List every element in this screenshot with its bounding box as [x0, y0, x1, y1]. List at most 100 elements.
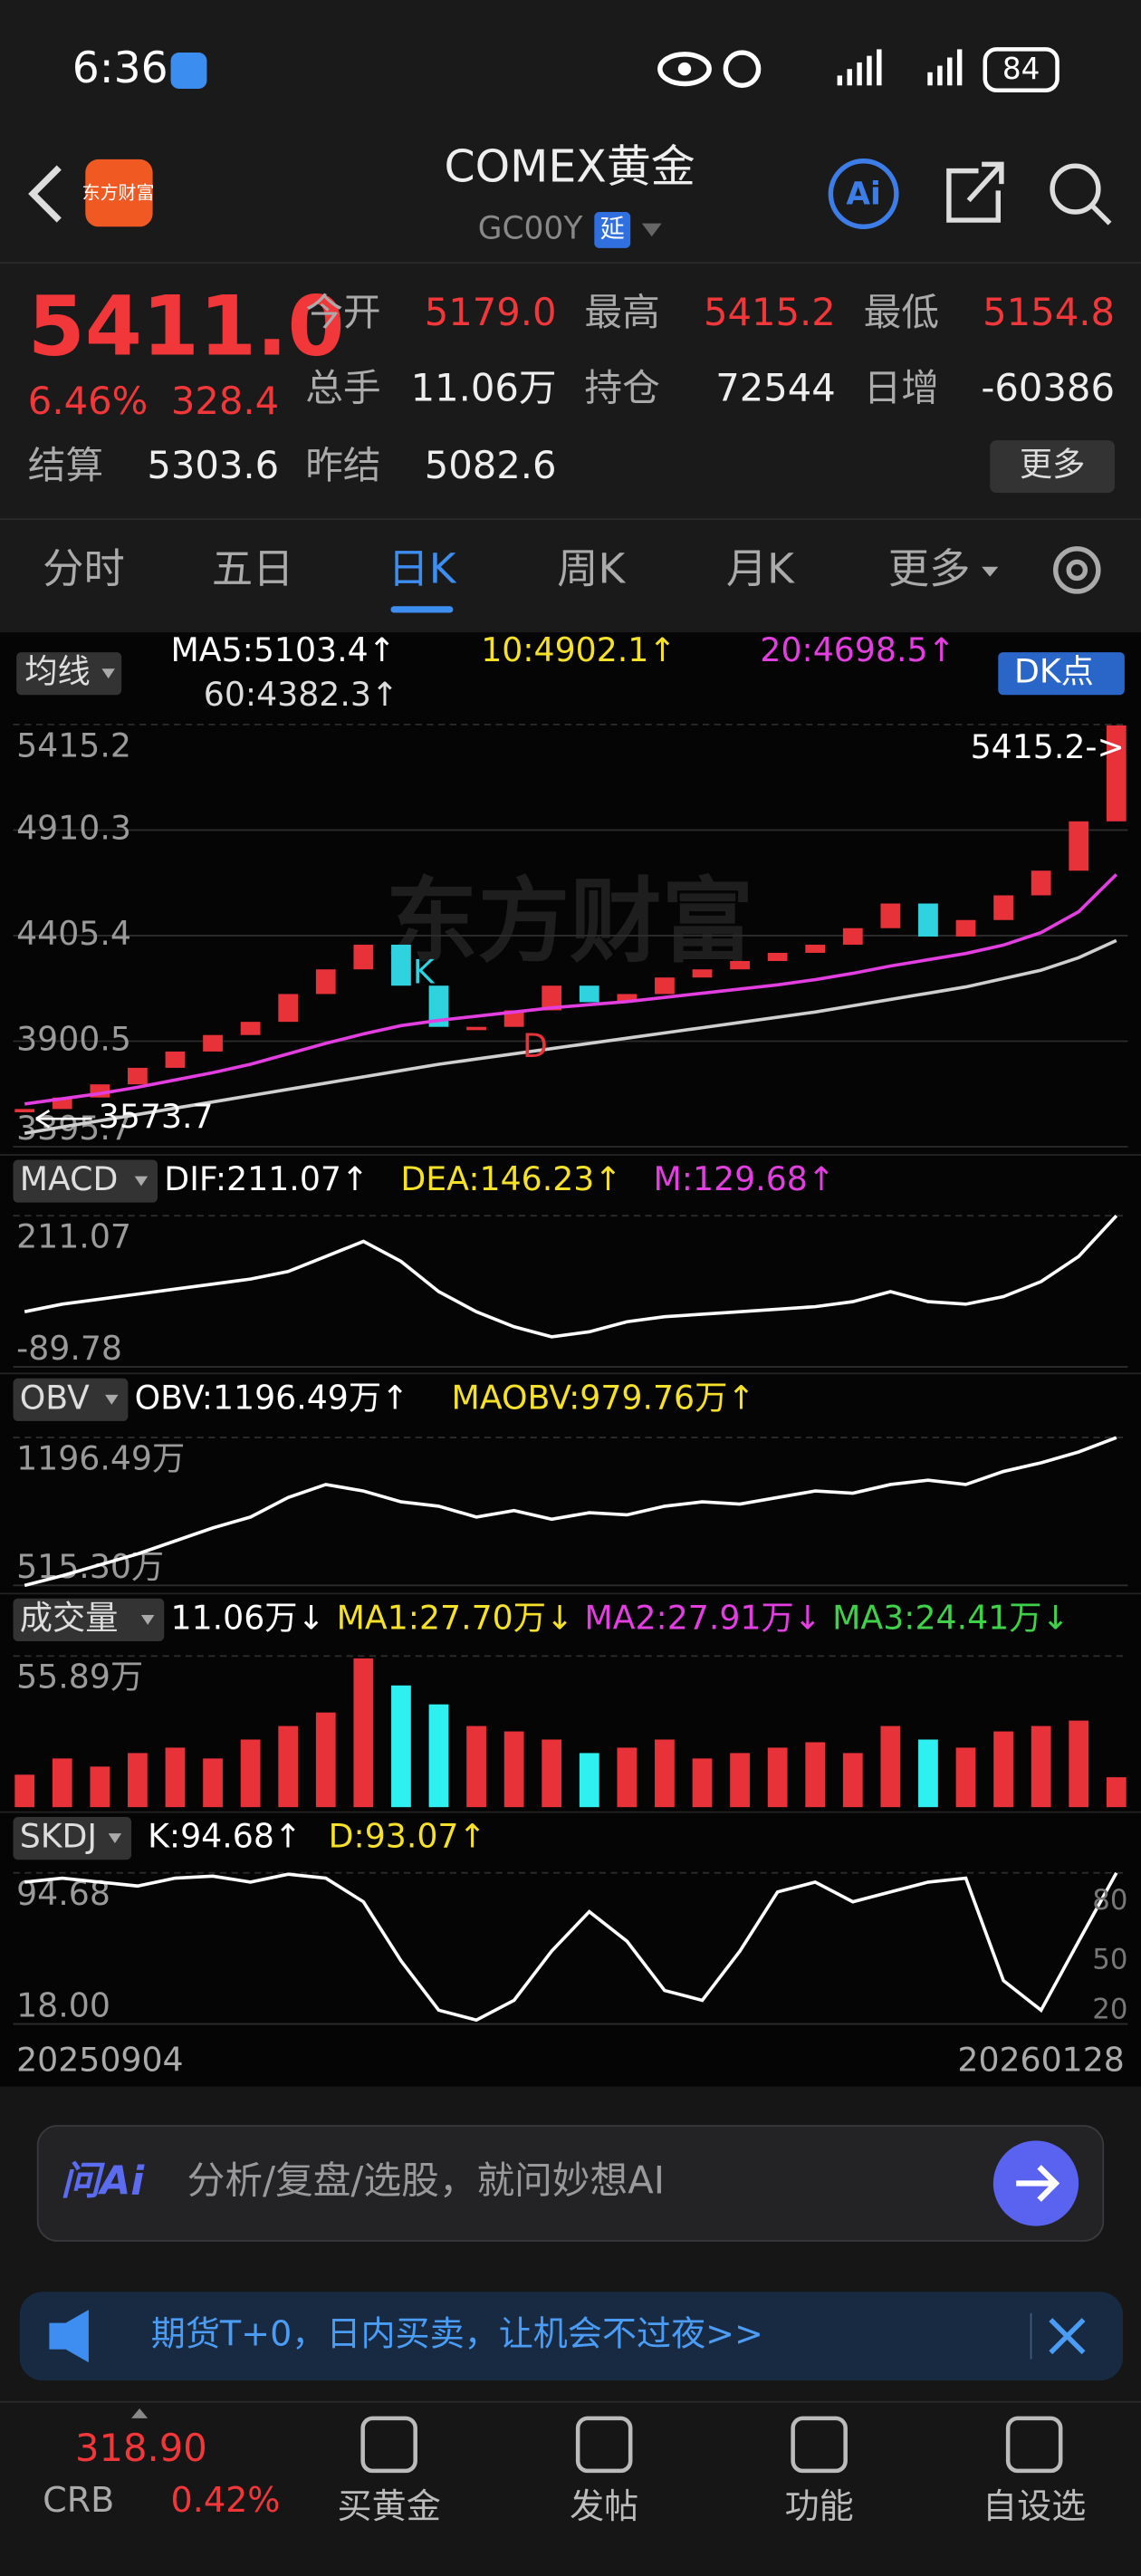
- nav-label[interactable]: 功能: [785, 2486, 854, 2526]
- share-button[interactable]: [946, 161, 1004, 223]
- stat-value: 5082.6: [425, 443, 557, 487]
- candle: [955, 919, 976, 937]
- nav-label[interactable]: 发帖: [570, 2486, 638, 2526]
- candle: [466, 1026, 486, 1031]
- tab[interactable]: 月K: [726, 545, 795, 593]
- candle: [1106, 725, 1127, 822]
- tab[interactable]: 周K: [557, 545, 626, 593]
- dropdown-icon: [105, 1394, 119, 1405]
- volume-bar: [391, 1685, 411, 1808]
- volume-bar: [128, 1753, 148, 1808]
- candle: [315, 969, 336, 995]
- candle: [542, 985, 562, 1011]
- candle: [203, 1034, 223, 1052]
- nav-icon[interactable]: [1005, 2416, 1063, 2474]
- volume-bar: [617, 1747, 638, 1808]
- close-banner[interactable]: [1049, 2318, 1086, 2355]
- search-button[interactable]: [1050, 163, 1101, 215]
- indicator-legend: DIF:211.07↑: [164, 1159, 369, 1198]
- volume-bar: [880, 1725, 901, 1808]
- volume-bar: [993, 1731, 1013, 1808]
- volume-bar: [1031, 1725, 1051, 1808]
- change-pct: 6.46%: [28, 379, 148, 423]
- search-handle: [1089, 203, 1112, 226]
- tab[interactable]: 更多: [888, 545, 971, 593]
- indicator-legend: DEA:146.23↑: [400, 1159, 621, 1198]
- volume-bar: [165, 1747, 186, 1808]
- crb-price: 318.90: [75, 2426, 207, 2470]
- y-tick-label: -89.78: [16, 1329, 122, 1368]
- indicator-selector-text: 成交量: [20, 1598, 119, 1637]
- dropdown-icon: [101, 668, 115, 679]
- candle: [1031, 870, 1051, 896]
- y-tick-label: 1196.49万: [16, 1438, 185, 1477]
- ai-button[interactable]: [828, 159, 899, 230]
- ai-logo: 问Ai: [61, 2159, 145, 2205]
- y-tick-label: 55.89万: [16, 1658, 143, 1697]
- delay-badge-text: 延: [600, 215, 625, 243]
- nav-label[interactable]: 买黄金: [338, 2486, 441, 2526]
- dropdown-icon: [641, 223, 662, 237]
- candle: [353, 944, 374, 970]
- more-button[interactable]: [990, 440, 1115, 494]
- tab[interactable]: 日K: [388, 545, 456, 593]
- chart-marker: D: [523, 1026, 548, 1065]
- nav-icon[interactable]: [360, 2416, 417, 2474]
- battery-level: 84: [1002, 52, 1040, 86]
- dk-button[interactable]: [998, 652, 1125, 696]
- y2-tick-label: 80: [1092, 1884, 1127, 1917]
- stat-label: 日增: [864, 366, 939, 410]
- stat-value: 5415.2: [704, 290, 836, 334]
- banner[interactable]: [19, 2292, 1124, 2381]
- ma20-legend: 20:4698.5↑: [760, 630, 955, 669]
- stat-value: -60386: [981, 366, 1115, 410]
- indicator-legend: K:94.68↑: [148, 1817, 302, 1856]
- volume-bar: [52, 1758, 72, 1808]
- tab[interactable]: 五日: [212, 545, 294, 593]
- indicator-selector[interactable]: [13, 1159, 158, 1203]
- candle: [918, 903, 938, 937]
- ma-selector[interactable]: [16, 652, 122, 696]
- tab[interactable]: 分时: [43, 545, 125, 593]
- y-tick-label: 18.00: [16, 1985, 110, 2024]
- candle: [692, 969, 713, 978]
- y-tick-label: 5415.2: [16, 726, 131, 764]
- status-icon: [170, 53, 207, 89]
- volume-bar: [692, 1758, 713, 1808]
- candle: [880, 903, 901, 928]
- nav-icon[interactable]: [791, 2416, 848, 2474]
- y-tick-label: 4910.3: [16, 808, 131, 847]
- indicator-selector[interactable]: [13, 1817, 132, 1860]
- candle: [617, 994, 638, 1003]
- indicator-legend: MA2:27.91万↓: [584, 1598, 821, 1637]
- candle: [805, 944, 826, 953]
- volume-bar: [730, 1753, 750, 1808]
- y-tick-label: 4405.4: [16, 914, 131, 953]
- logo: [85, 159, 153, 227]
- volume-bar: [90, 1766, 110, 1808]
- back-button[interactable]: [28, 165, 62, 223]
- title: COMEX黄金: [444, 140, 695, 192]
- nav-icon[interactable]: [575, 2416, 633, 2474]
- ma-selector-text: 均线: [24, 652, 90, 691]
- candle: [240, 1022, 261, 1035]
- crb-name: CRB: [43, 2480, 114, 2520]
- volume-bar: [918, 1739, 938, 1808]
- candle: [391, 944, 411, 986]
- dk-button-text: DK点: [1014, 652, 1094, 691]
- battery: [983, 47, 1060, 93]
- indicator-legend: MAOBV:979.76万↑: [452, 1378, 755, 1417]
- chart-background: [0, 632, 1141, 2087]
- candle: [128, 1067, 148, 1085]
- settings-button[interactable]: [1053, 546, 1101, 594]
- ai-placeholder: 分析/复盘/选股，就问妙想AI: [187, 2158, 665, 2203]
- stat-value: 5303.6: [147, 443, 279, 487]
- ma5-legend: MA5:5103.4↑: [171, 630, 397, 669]
- nav-label[interactable]: 自设选: [983, 2486, 1086, 2526]
- stat-label: 最低: [864, 290, 939, 334]
- indicator-selector[interactable]: [13, 1378, 129, 1421]
- indicator-selector[interactable]: [13, 1598, 165, 1641]
- top-background: [0, 0, 1141, 633]
- ai-input[interactable]: [36, 2125, 1105, 2242]
- volume-bar: [278, 1725, 299, 1808]
